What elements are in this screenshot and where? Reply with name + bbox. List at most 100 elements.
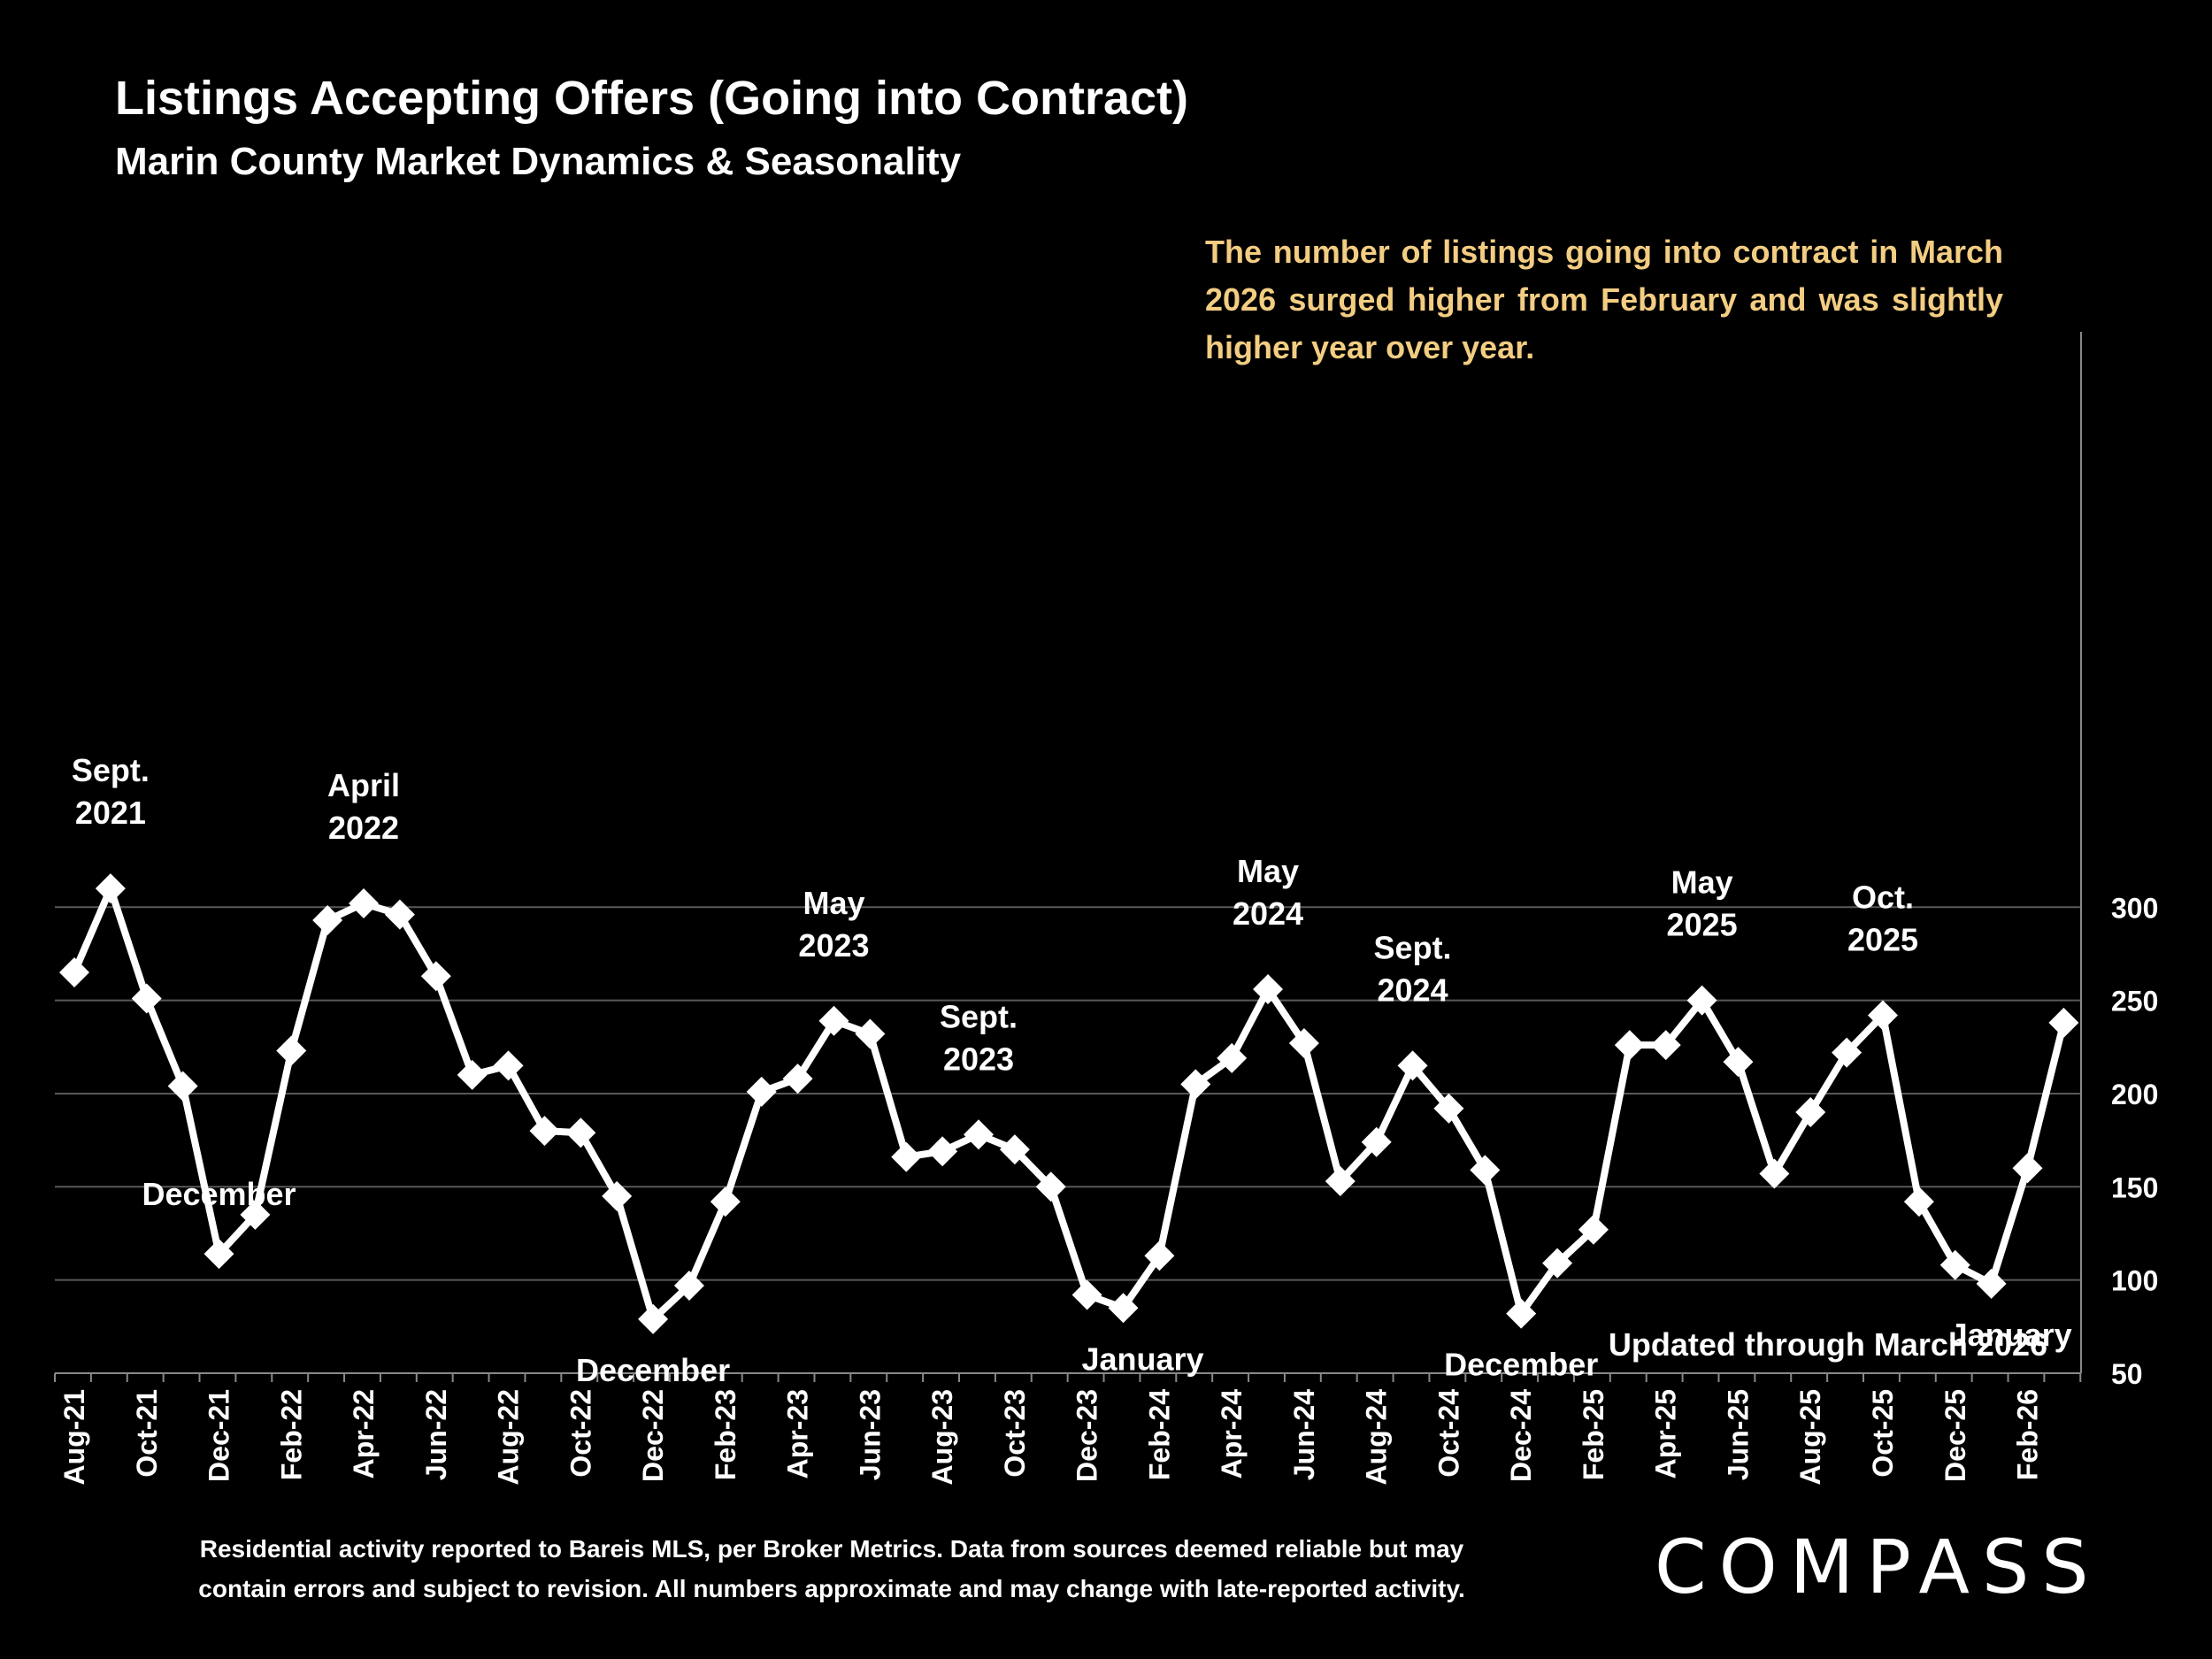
data-point bbox=[746, 1076, 777, 1107]
data-point bbox=[276, 1035, 307, 1066]
data-point bbox=[1217, 1042, 1248, 1073]
data-point bbox=[1180, 1069, 1211, 1100]
annotation-label: 2024 bbox=[1378, 972, 1448, 1008]
footnote: Residential activity reported to Bareis … bbox=[88, 1529, 1575, 1609]
y-tick-label: 50 bbox=[2111, 1358, 2143, 1390]
x-tick-label: Aug-21 bbox=[58, 1389, 90, 1485]
x-tick-label: Dec-21 bbox=[204, 1389, 235, 1482]
data-point bbox=[673, 1270, 704, 1301]
compass-logo: COMPASS bbox=[1655, 1524, 2101, 1610]
annotation-label: May bbox=[803, 885, 864, 921]
series-line bbox=[71, 885, 2068, 1323]
data-point bbox=[999, 1134, 1030, 1165]
line-chart: 50 100 150 200 250 300 Aug-21 Oct-21 Dec-21 Feb-2… bbox=[54, 332, 2158, 1486]
annotation-label: Sept. bbox=[940, 998, 1018, 1034]
data-point bbox=[1868, 1000, 1898, 1031]
footnote-line-1: Residential activity reported to Bareis … bbox=[199, 1535, 1464, 1563]
annotation-label: 2023 bbox=[943, 1041, 1014, 1077]
y-tick-label: 200 bbox=[2111, 1079, 2158, 1110]
annotation-label: December bbox=[576, 1352, 730, 1388]
x-tick-label: Oct-25 bbox=[1867, 1389, 1899, 1478]
y-tick-label: 250 bbox=[2111, 986, 2158, 1018]
data-point bbox=[457, 1059, 488, 1090]
data-point bbox=[638, 1303, 669, 1334]
x-tick-label: Jun-25 bbox=[1722, 1389, 1754, 1480]
data-point bbox=[1144, 1240, 1175, 1271]
x-tick-label: Aug-22 bbox=[493, 1389, 525, 1485]
data-point bbox=[1253, 973, 1284, 1004]
x-tick-label: Feb-24 bbox=[1143, 1389, 1175, 1480]
x-tick-label: Apr-23 bbox=[782, 1389, 814, 1479]
data-point bbox=[1832, 1037, 1863, 1068]
data-point bbox=[1470, 1155, 1501, 1186]
data-point bbox=[1723, 1047, 1754, 1078]
annotation-label: 2025 bbox=[1667, 907, 1738, 943]
x-tick-label: Dec-22 bbox=[637, 1389, 669, 1482]
updated-label: Updated through March 2026 bbox=[1609, 1326, 2047, 1363]
data-point bbox=[1433, 1093, 1464, 1124]
data-point bbox=[1939, 1249, 1970, 1280]
data-point bbox=[1976, 1268, 2007, 1299]
data-point bbox=[1614, 1030, 1645, 1061]
data-point bbox=[1795, 1097, 1826, 1128]
x-tick-label: Apr-24 bbox=[1216, 1389, 1248, 1479]
data-point bbox=[565, 1118, 596, 1148]
data-point bbox=[964, 1119, 994, 1150]
annotation-label: May bbox=[1671, 864, 1733, 901]
data-point bbox=[420, 961, 451, 992]
data-point bbox=[204, 1239, 234, 1270]
data-point bbox=[1542, 1248, 1573, 1279]
annotation-label: December bbox=[1444, 1347, 1598, 1383]
data-point bbox=[782, 1064, 813, 1094]
data-point bbox=[1071, 1279, 1102, 1310]
data-point bbox=[312, 904, 343, 935]
x-tick-label: Feb-23 bbox=[710, 1389, 741, 1480]
annotation-label: 2023 bbox=[798, 927, 869, 964]
x-tick-label: Apr-25 bbox=[1650, 1389, 1682, 1479]
data-point bbox=[1288, 1028, 1319, 1059]
data-point bbox=[1759, 1158, 1790, 1189]
data-point bbox=[131, 983, 162, 1014]
x-tick-label: Dec-24 bbox=[1505, 1389, 1537, 1482]
y-tick-label: 100 bbox=[2111, 1265, 2158, 1297]
x-tick-label: Dec-23 bbox=[1071, 1389, 1103, 1482]
data-point bbox=[1578, 1214, 1609, 1245]
x-tick-label: Oct-23 bbox=[999, 1389, 1031, 1478]
annotation-label: January bbox=[1950, 1317, 2072, 1353]
data-point bbox=[1686, 985, 1717, 1016]
x-tick-label: Feb-26 bbox=[2012, 1389, 2044, 1480]
annotation-label: Oct. bbox=[1852, 879, 1914, 915]
x-tick-label: Jun-24 bbox=[1288, 1389, 1320, 1480]
y-tick-label: 300 bbox=[2111, 892, 2158, 924]
data-point bbox=[1650, 1030, 1681, 1061]
data-point bbox=[529, 1116, 560, 1147]
data-point bbox=[818, 1005, 849, 1036]
x-tick-label: Dec-25 bbox=[1939, 1389, 1971, 1482]
data-point bbox=[1108, 1293, 1139, 1324]
data-point bbox=[1035, 1171, 1066, 1202]
x-tick-label: Oct-22 bbox=[565, 1389, 596, 1478]
annotation-label: 2022 bbox=[328, 810, 399, 846]
data-point bbox=[59, 956, 89, 987]
data-point bbox=[493, 1050, 524, 1081]
x-tick-label: Apr-22 bbox=[348, 1389, 380, 1479]
chart-note: The number of listings going into contra… bbox=[1205, 234, 2003, 365]
data-point bbox=[710, 1187, 741, 1217]
annotation-label: Sept. bbox=[72, 752, 150, 788]
x-tick-label: Jun-22 bbox=[420, 1389, 452, 1480]
annotation-label: Sept. bbox=[1374, 929, 1452, 965]
annotation-label: January bbox=[1081, 1340, 1203, 1377]
data-point bbox=[2048, 1007, 2079, 1038]
data-point bbox=[602, 1180, 633, 1211]
x-tick-label: Aug-24 bbox=[1361, 1389, 1393, 1486]
data-point bbox=[855, 1018, 886, 1049]
page-title: Listings Accepting Offers (Going into Co… bbox=[115, 72, 1188, 125]
annotation-label: 2024 bbox=[1233, 895, 1303, 932]
page-subtitle: Marin County Market Dynamics & Seasonali… bbox=[115, 140, 962, 183]
data-point bbox=[167, 1071, 198, 1102]
x-tick-label: Oct-24 bbox=[1432, 1389, 1464, 1478]
data-point bbox=[891, 1141, 922, 1172]
annotation-label: April bbox=[327, 767, 400, 803]
annotation-label: 2025 bbox=[1847, 921, 1918, 957]
data-point bbox=[384, 899, 415, 930]
